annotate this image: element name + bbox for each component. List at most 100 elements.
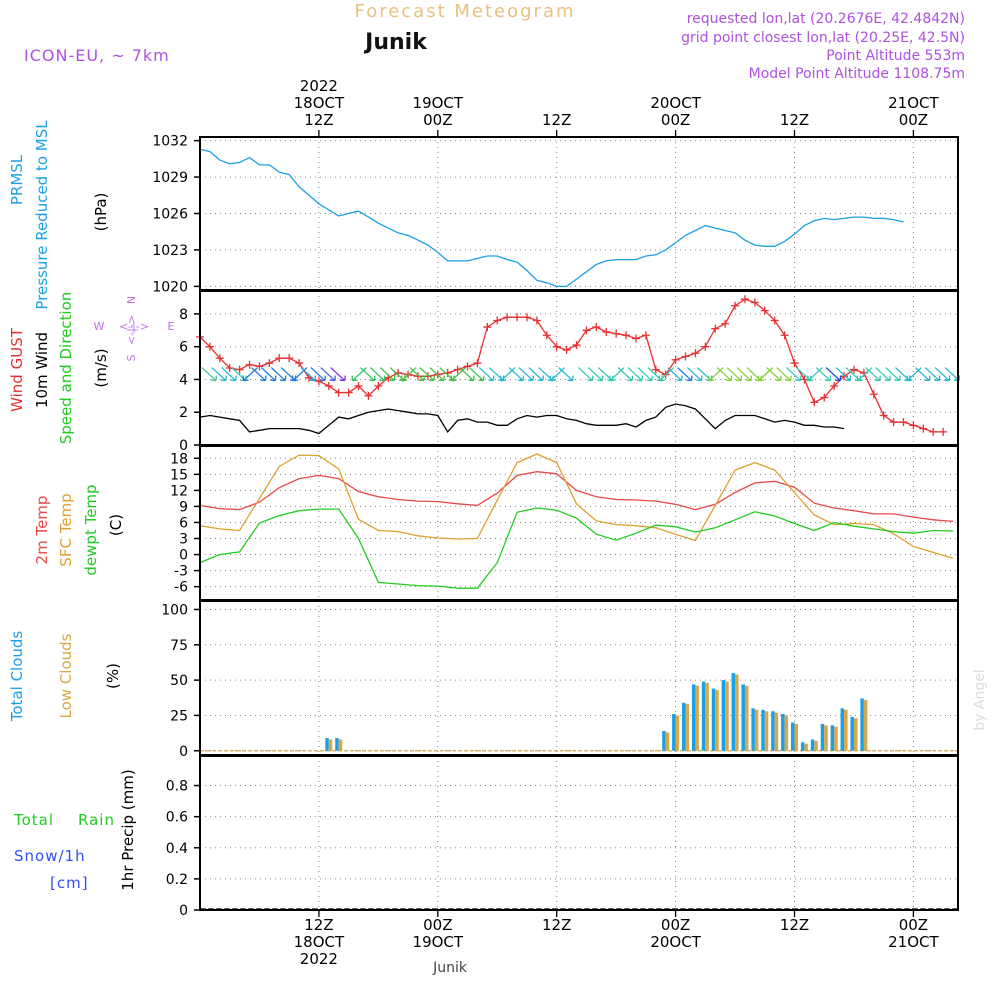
wind-barb xyxy=(835,367,852,382)
low-cloud-bar xyxy=(834,726,838,751)
wind-barb xyxy=(658,367,675,382)
wind-barb xyxy=(885,367,901,382)
gust-marker xyxy=(760,306,769,315)
gust-marker xyxy=(314,377,323,386)
legend-snow: Snow/1h xyxy=(14,847,86,865)
gust-marker xyxy=(552,342,561,351)
model-altitude: Model Point Altitude 1108.75m xyxy=(749,66,965,82)
total-cloud-bar xyxy=(751,708,755,751)
gust-marker xyxy=(265,359,274,368)
temp2m-line xyxy=(199,471,954,523)
wind-barb xyxy=(270,367,287,382)
total-cloud-bar xyxy=(800,742,805,751)
gust-marker xyxy=(740,295,749,304)
axis-label: PRMSL xyxy=(8,154,26,205)
gust-marker xyxy=(641,331,650,340)
wind-barb xyxy=(518,367,535,382)
y-tick-label: 0 xyxy=(179,903,188,919)
y-tick-label: 100 xyxy=(161,602,188,618)
x-tick-label-top: 21OCT xyxy=(888,94,939,112)
wind-barb xyxy=(468,367,485,382)
panel-frame xyxy=(199,136,959,291)
gust-marker xyxy=(542,331,551,340)
total-cloud-bar xyxy=(761,709,765,751)
wind-barb xyxy=(757,367,774,382)
wind-barb xyxy=(351,367,367,382)
wind-gust-line xyxy=(199,298,944,433)
wind-barb xyxy=(609,367,625,382)
low-cloud-bar xyxy=(754,709,759,751)
panel-clouds: 0 25 50 75 100 Total Clouds Low Clouds (%) xyxy=(8,600,959,760)
y-tick-label: 0 xyxy=(179,548,188,564)
gust-marker xyxy=(324,382,333,391)
total-cloud-bar xyxy=(682,702,686,751)
gust-marker xyxy=(701,342,710,351)
wind-barb xyxy=(924,367,941,382)
gust-marker xyxy=(522,313,531,322)
legend-total: Total xyxy=(13,811,54,829)
axis-label: (%) xyxy=(104,663,122,689)
gust-marker xyxy=(691,349,700,358)
x-tick-label-bottom: 18OCT xyxy=(294,933,345,951)
gust-marker xyxy=(235,365,244,374)
x-tick-label-bottom: 21OCT xyxy=(888,933,939,951)
wind-barb xyxy=(409,367,426,382)
gust-marker xyxy=(790,359,799,368)
gust-marker xyxy=(681,352,690,361)
gust-marker xyxy=(830,382,839,391)
low-cloud-bar xyxy=(715,690,719,751)
gust-marker xyxy=(562,345,571,354)
total-cloud-bar xyxy=(781,714,785,751)
y-tick-label: 1026 xyxy=(152,207,188,223)
gust-marker xyxy=(721,319,730,328)
gust-marker xyxy=(750,298,759,307)
wind-barb xyxy=(825,367,842,382)
axis-label: Pressure Reduced to MSL xyxy=(33,120,51,310)
legend-snow-unit: [cm] xyxy=(50,874,89,892)
axis-label: (C) xyxy=(107,514,125,536)
gust-marker xyxy=(810,398,819,407)
low-cloud-bar xyxy=(774,712,779,751)
wind-barb xyxy=(708,367,724,382)
axis-label: Total Clouds xyxy=(8,631,26,723)
panel-frame xyxy=(199,755,959,911)
wind-barb xyxy=(500,367,516,382)
watermark: by Angel xyxy=(972,669,988,730)
gust-marker xyxy=(919,424,928,433)
wind-barb xyxy=(776,367,792,382)
wind-barb xyxy=(716,367,733,382)
y-tick-label: 0.4 xyxy=(166,841,188,857)
gust-marker xyxy=(631,334,640,343)
axis-label: Low Clouds xyxy=(57,633,75,718)
gust-marker xyxy=(463,362,472,371)
wind-barb xyxy=(201,367,218,382)
wind-barb xyxy=(637,367,654,382)
y-tick-label: 9 xyxy=(179,499,188,515)
precip-legend: Total Rain Snow/1h [cm] xyxy=(13,811,114,892)
gust-marker xyxy=(780,331,789,340)
gust-marker xyxy=(453,365,462,374)
location-title: Junik xyxy=(363,30,428,55)
y-tick-label: 2 xyxy=(179,405,188,421)
wind-barb xyxy=(815,367,832,382)
y-tick-label: -3 xyxy=(174,564,188,580)
low-cloud-bar xyxy=(675,715,680,751)
gust-marker xyxy=(205,342,214,351)
x-tick-label-bottom: 20OCT xyxy=(650,933,701,951)
total-cloud-bar xyxy=(820,723,825,751)
y-tick-label: 75 xyxy=(170,638,188,654)
wind-speed-line xyxy=(199,403,845,435)
wind-barb xyxy=(478,367,495,382)
wind-barb xyxy=(291,367,308,382)
wind-barb xyxy=(211,367,227,382)
gust-marker xyxy=(592,323,601,332)
wind-barb xyxy=(429,367,445,382)
low-cloud-bar xyxy=(725,681,729,751)
low-cloud-bar xyxy=(665,732,670,751)
x-tick-label-top: 12Z xyxy=(304,111,333,129)
wind-barb xyxy=(360,367,376,382)
wind-barb xyxy=(459,367,475,382)
y-tick-label: 0.6 xyxy=(166,810,188,826)
compass-east: E xyxy=(168,320,175,333)
